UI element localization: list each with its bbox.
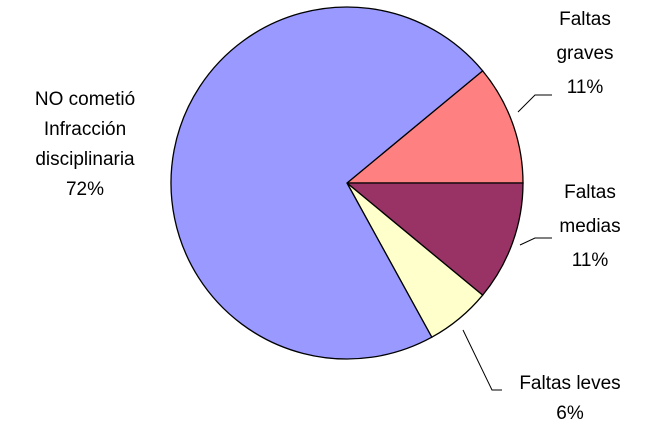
leader-line bbox=[519, 237, 552, 246]
slice-value-label: 11% bbox=[572, 250, 609, 271]
label-line: Infracción bbox=[44, 119, 126, 140]
slice-label: Faltas graves bbox=[556, 9, 613, 64]
leader-line bbox=[462, 329, 502, 391]
label-line: medias bbox=[559, 216, 620, 237]
slice-label: NO cometió Infracción disciplinaria bbox=[35, 89, 135, 170]
label-line: Faltas bbox=[559, 9, 611, 30]
leader-line bbox=[517, 94, 552, 113]
label-line: NO cometió bbox=[35, 89, 135, 110]
label-line: Faltas leves bbox=[519, 373, 620, 394]
pie-slice bbox=[345, 69, 524, 184]
slice-value-label: 6% bbox=[556, 403, 584, 424]
label-line: disciplinaria bbox=[35, 149, 135, 170]
slice-label: Faltas leves bbox=[519, 373, 620, 394]
label-line: Faltas bbox=[564, 182, 616, 203]
pie-slice bbox=[170, 6, 484, 360]
pie-slice bbox=[345, 182, 524, 297]
label-line: graves bbox=[556, 43, 613, 64]
slice-value-label: 72% bbox=[66, 179, 104, 200]
slice-value-label: 11% bbox=[567, 77, 604, 98]
slice-label: Faltas medias bbox=[559, 182, 620, 237]
